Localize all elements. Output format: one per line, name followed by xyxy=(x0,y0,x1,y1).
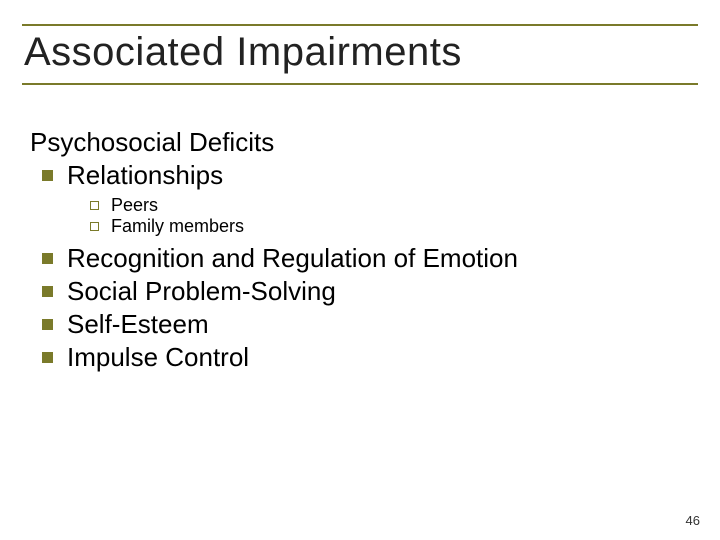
slide: Associated Impairments Psychosocial Defi… xyxy=(0,0,720,540)
title-rule-box: Associated Impairments xyxy=(22,24,698,85)
square-bullet-icon xyxy=(42,253,53,264)
open-square-bullet-icon xyxy=(90,201,99,210)
square-bullet-icon xyxy=(42,352,53,363)
list-item: Relationships xyxy=(30,160,698,191)
list-item: Self-Esteem xyxy=(30,309,698,340)
square-bullet-icon xyxy=(42,170,53,181)
section-heading: Psychosocial Deficits xyxy=(30,127,698,158)
list-item: Social Problem-Solving xyxy=(30,276,698,307)
square-bullet-icon xyxy=(42,286,53,297)
list-item-label: Recognition and Regulation of Emotion xyxy=(67,243,518,274)
sublist-item-label: Peers xyxy=(111,195,158,216)
content-area: Psychosocial Deficits Relationships Peer… xyxy=(22,127,698,373)
sublist-item: Peers xyxy=(30,195,698,216)
list-item-label: Self-Esteem xyxy=(67,309,209,340)
open-square-bullet-icon xyxy=(90,222,99,231)
list-item-label: Relationships xyxy=(67,160,223,191)
sublist-item-label: Family members xyxy=(111,216,244,237)
square-bullet-icon xyxy=(42,319,53,330)
list-item-label: Social Problem-Solving xyxy=(67,276,336,307)
slide-title: Associated Impairments xyxy=(24,30,696,75)
list-item-label: Impulse Control xyxy=(67,342,249,373)
sublist: Peers Family members xyxy=(30,195,698,237)
page-number: 46 xyxy=(686,513,700,528)
list-item: Recognition and Regulation of Emotion xyxy=(30,243,698,274)
sublist-item: Family members xyxy=(30,216,698,237)
list-item: Impulse Control xyxy=(30,342,698,373)
